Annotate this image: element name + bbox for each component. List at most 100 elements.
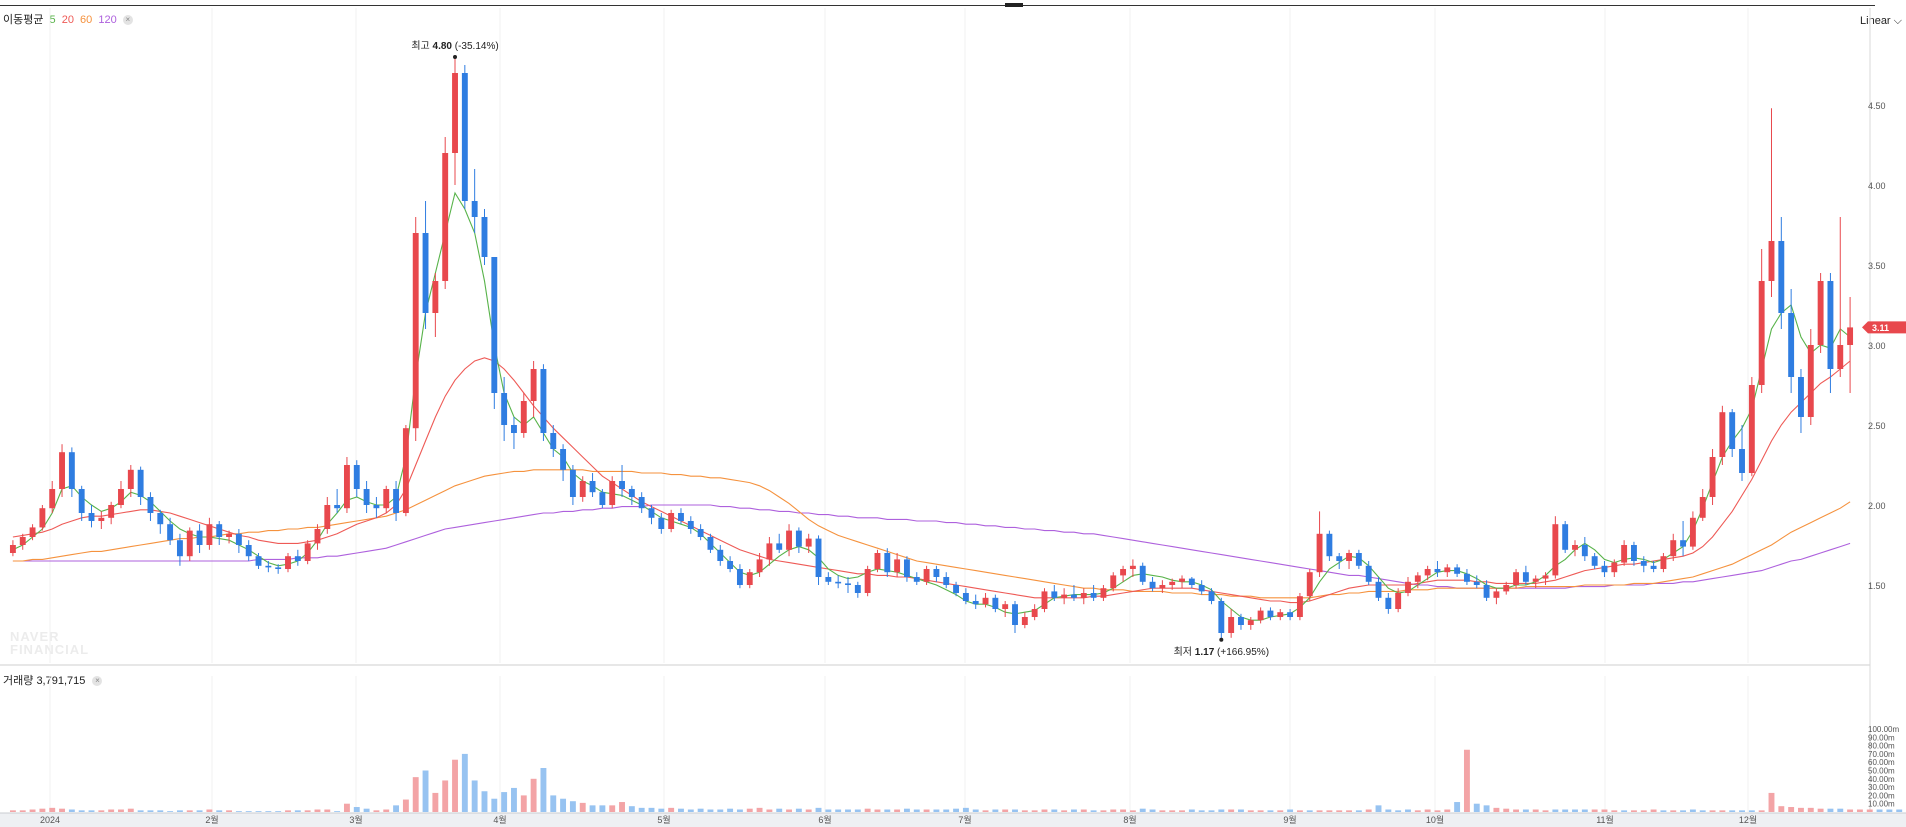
candle: [1552, 516, 1559, 579]
candle: [1434, 561, 1441, 577]
price-tick-label: 2.50: [1868, 421, 1886, 431]
candle-body: [815, 538, 822, 577]
volume-bar: [9, 810, 16, 812]
watermark-line-2: FINANCIAL: [10, 643, 89, 656]
last-price-label: 3.11: [1872, 323, 1889, 333]
volume-bar: [1542, 810, 1549, 812]
volume-bar: [628, 806, 635, 812]
candle-body: [933, 569, 940, 577]
volume-bar: [1169, 810, 1176, 812]
candle: [1640, 556, 1647, 573]
candle-body: [265, 565, 272, 568]
candle-body: [206, 524, 213, 545]
candle-body: [884, 553, 891, 573]
candle-body: [1513, 572, 1520, 585]
candle-body: [1346, 553, 1352, 561]
candle: [1601, 561, 1608, 577]
candle: [982, 593, 989, 608]
ma-legend-close-icon[interactable]: ×: [122, 15, 133, 26]
ma60-label[interactable]: 60: [80, 14, 93, 26]
candle: [1650, 561, 1657, 573]
candle-body: [314, 529, 321, 544]
volume-tick-label: 40.00m: [1868, 775, 1895, 784]
candle: [854, 581, 861, 598]
candle: [884, 548, 891, 577]
volume-bar: [1689, 809, 1696, 812]
high-prefix: 최고: [411, 40, 432, 52]
candle-body: [825, 577, 832, 582]
ma5-label[interactable]: 5: [49, 14, 56, 26]
candle-body: [422, 233, 429, 313]
candle-body: [1680, 540, 1687, 547]
candle: [1680, 521, 1687, 557]
candle: [275, 564, 282, 574]
volume-bar: [353, 807, 360, 812]
candle-body: [1031, 609, 1038, 617]
candle: [1208, 588, 1215, 605]
volume-bar: [1346, 810, 1352, 812]
volume-bar: [845, 809, 851, 812]
candle-body: [9, 545, 16, 553]
volume-bar: [334, 811, 341, 812]
grid-lines: [49, 8, 1749, 812]
low-prefix: 최저: [1174, 646, 1195, 658]
volume-bar: [511, 787, 517, 812]
volume-bar: [1856, 809, 1863, 812]
volume-close-icon[interactable]: ×: [92, 676, 103, 687]
volume-bar: [795, 808, 802, 812]
candle: [756, 553, 763, 577]
volume-bar: [1120, 809, 1127, 812]
candle-body: [550, 433, 557, 449]
candle-body: [599, 492, 606, 505]
candle-body: [1611, 562, 1618, 573]
x-tick-label: 3월: [349, 814, 362, 825]
candle: [68, 447, 75, 497]
volume-bar: [550, 795, 557, 812]
candle-body: [147, 497, 154, 513]
volume-tick-label: 80.00m: [1868, 742, 1895, 751]
volume-bar: [1021, 810, 1028, 812]
candle-body: [255, 556, 262, 566]
candle-body: [1159, 585, 1166, 589]
resize-handle[interactable]: [1005, 3, 1023, 7]
candle: [1306, 569, 1313, 601]
candle: [353, 460, 360, 497]
volume-tick-label: 10.00m: [1868, 800, 1895, 809]
scale-mode-dropdown[interactable]: Linear ⌵: [1860, 15, 1902, 27]
candle: [1414, 572, 1421, 589]
volume-bar: [1051, 809, 1058, 812]
candle: [992, 594, 999, 613]
candle: [402, 425, 409, 517]
candle-body: [1247, 620, 1254, 625]
volume-bar: [992, 809, 999, 812]
volume-bar: [1031, 810, 1038, 812]
candle: [1316, 511, 1323, 577]
volume-bar: [1306, 810, 1313, 812]
candle-body: [1021, 617, 1028, 625]
candle: [628, 485, 635, 505]
candle-body: [1758, 281, 1765, 385]
volume-bar: [766, 809, 773, 812]
candle: [638, 492, 645, 513]
low-annotation: 최저 1.17 (+166.95%): [1174, 646, 1269, 658]
candle-body: [874, 553, 881, 569]
candle: [530, 361, 537, 417]
candle-body: [579, 481, 586, 497]
candle: [1513, 569, 1520, 589]
volume-value: 3,791,715: [36, 675, 86, 687]
volume-bar: [1532, 809, 1539, 812]
candle-body: [530, 369, 537, 401]
candle: [1257, 607, 1264, 624]
candle-body: [1296, 596, 1303, 617]
volume-bar: [147, 810, 154, 812]
top-divider: [0, 5, 1875, 6]
candle-body: [491, 257, 498, 393]
volume-bar: [1002, 809, 1009, 812]
ma120-label[interactable]: 120: [98, 14, 117, 26]
volume-bar: [1061, 810, 1068, 812]
ma20-label[interactable]: 20: [61, 14, 74, 26]
volume-bar: [19, 810, 26, 812]
candle: [461, 65, 468, 209]
candle: [127, 465, 134, 497]
